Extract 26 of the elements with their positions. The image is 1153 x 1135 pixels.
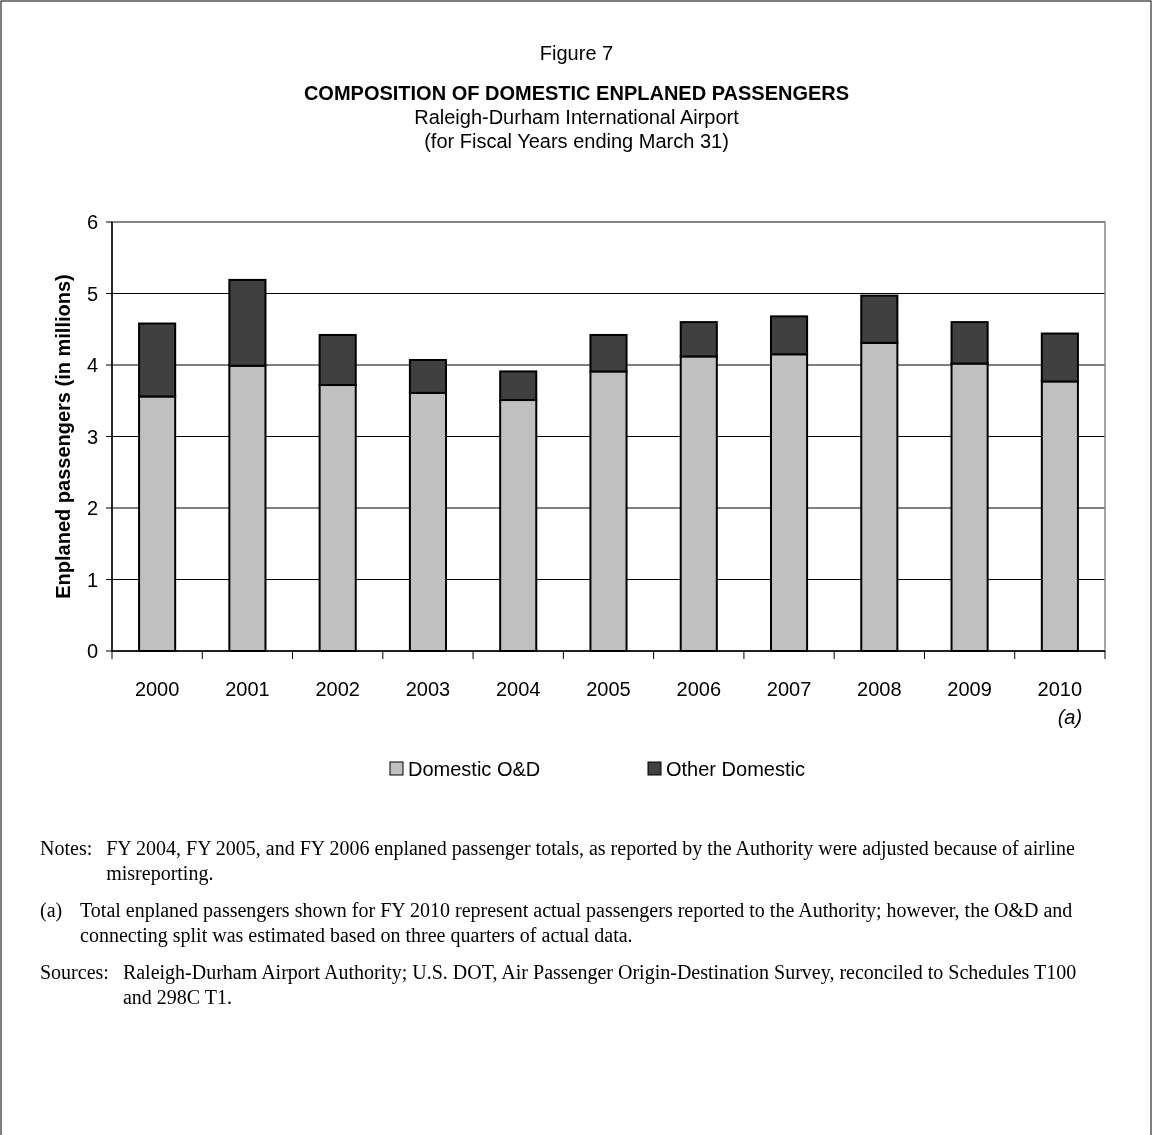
- y-tick-label: 6: [86, 211, 98, 233]
- y-tick-label: 2: [86, 497, 98, 519]
- x-tick-label: 2000: [134, 678, 180, 700]
- x-tick-label: 2007: [766, 678, 812, 700]
- x-tick-label: 2009: [947, 678, 992, 700]
- chart-title: Figure 7: [539, 42, 614, 64]
- x-tick-label: 2004: [495, 678, 541, 700]
- chart-subtitle: COMPOSITION OF DOMESTIC ENPLANED PASSENGERS Raleigh-Durham International Airport (for Fiscal Years ending March 31): [303, 82, 850, 152]
- y-tick-label: 0: [86, 640, 98, 662]
- legend-label: Domestic O&D: [408, 758, 541, 780]
- text: Notes: FY 2004, FY 2005, and FY 2006 enplaned passenger totals, as reported by the Authority were adjusted because of airline misreporting.: [40, 837, 1075, 885]
- y-axis-title: Enplaned passengers (in millions): [52, 274, 74, 599]
- x-tick-label: 2006: [676, 678, 722, 700]
- x-tick-label: 2003: [405, 678, 451, 700]
- x-tick-label: 2002: [315, 678, 360, 700]
- y-tick-label: 1: [86, 568, 98, 591]
- text: (a) Total enplaned passengers shown for FY 2010 represent actual passengers reported to the Authority; however, the O&D and connecting split was estimated based on three quarters of actual data.: [40, 899, 1073, 947]
- x-tick-label: 2008: [857, 678, 902, 700]
- y-tick-label: 3: [86, 425, 98, 448]
- source-note: Sources: Raleigh-Durham Airport Authority; U.S. DOT, Air Passenger Origin-Destination Survey, reconciled to Schedules T100 and 298C T1.: [40, 961, 1077, 1008]
- x-tick-label: 2005: [586, 678, 631, 700]
- x-tick-label: 2001: [225, 678, 270, 700]
- x-tick-label: 2010 (a): [1037, 678, 1083, 728]
- y-tick-label: 5: [86, 282, 98, 305]
- y-tick-label: 4: [86, 354, 98, 376]
- legend-label: Other Domestic: [666, 758, 805, 780]
